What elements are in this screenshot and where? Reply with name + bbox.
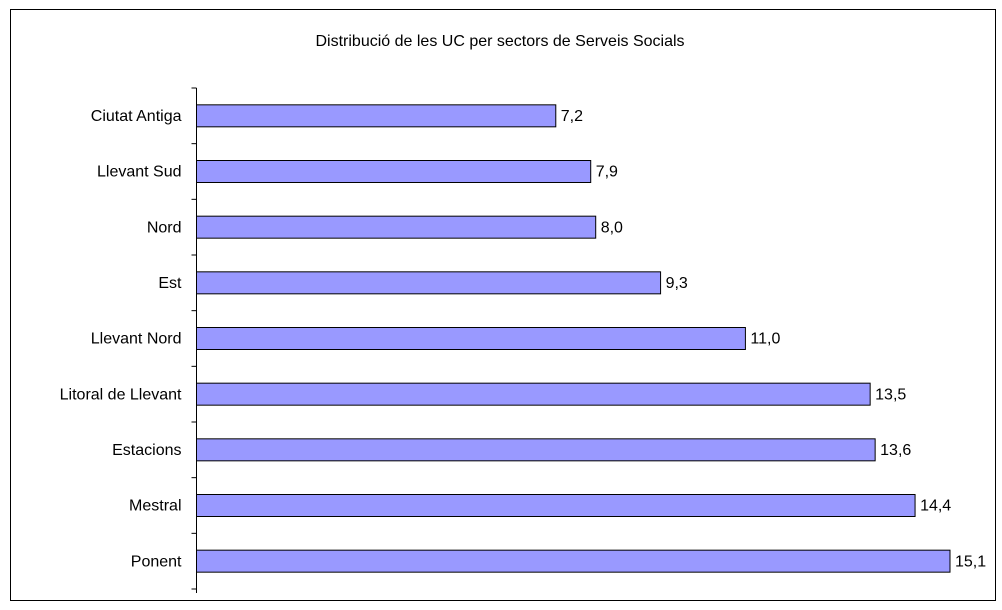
- y-tick-label: Litoral de Llevant: [60, 386, 182, 403]
- value-label: 11,0: [750, 331, 780, 348]
- bar: [196, 382, 871, 406]
- bar: [196, 215, 597, 239]
- y-tick-label: Ponent: [131, 553, 182, 570]
- y-tick-label: Nord: [147, 219, 182, 236]
- chart-title: Distribució de les UC per sectors de Ser…: [315, 33, 684, 50]
- bar: [196, 104, 557, 128]
- value-label: 7,2: [561, 108, 583, 125]
- value-label: 8,0: [601, 219, 623, 236]
- y-tick-label: Mestral: [129, 498, 181, 515]
- value-label: 7,9: [596, 164, 618, 181]
- value-label: 9,3: [666, 275, 688, 292]
- bar: [196, 327, 746, 350]
- bar: [196, 549, 951, 573]
- y-tick-label: Estacions: [112, 442, 181, 459]
- value-label: 15,1: [955, 553, 986, 570]
- y-tick-label: Llevant Nord: [91, 331, 182, 348]
- value-label: 13,5: [875, 386, 906, 403]
- bar: [196, 438, 876, 462]
- value-label: 13,6: [880, 442, 911, 459]
- bar: [196, 494, 916, 517]
- value-label: 14,4: [920, 498, 951, 515]
- bar: [196, 271, 662, 295]
- y-tick-label: Ciutat Antiga: [91, 108, 182, 125]
- bar: [196, 160, 592, 183]
- y-tick-label: Est: [158, 275, 182, 292]
- y-tick-label: Llevant Sud: [97, 164, 182, 181]
